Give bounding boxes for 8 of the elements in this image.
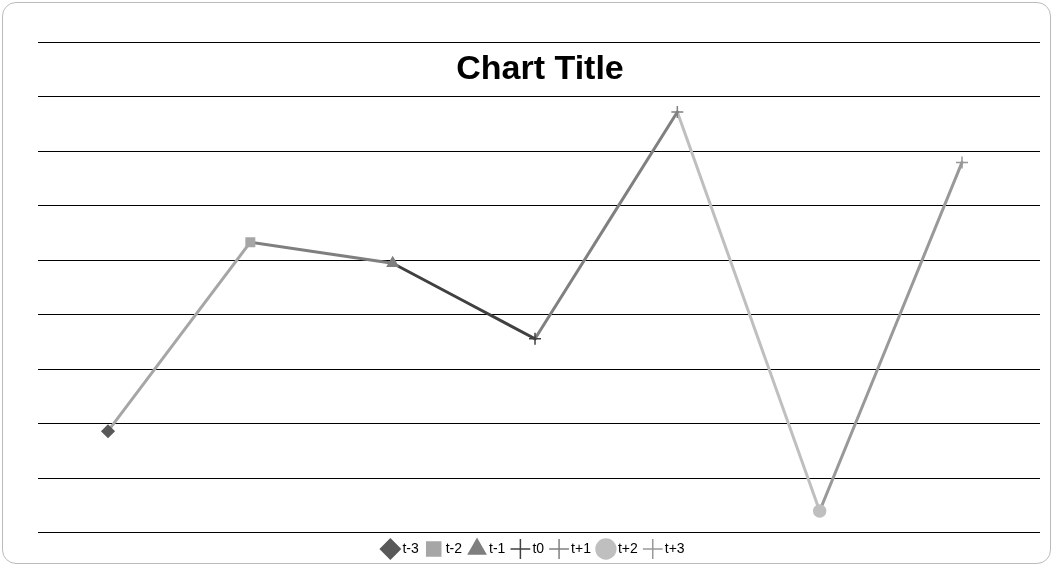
legend-label: t-2 xyxy=(445,539,463,556)
legend-label: t0 xyxy=(532,539,545,556)
chart-title: Chart Title xyxy=(456,48,624,87)
legend-label: t+1 xyxy=(571,539,592,556)
legend-label: t-1 xyxy=(489,539,506,556)
legend-label: t+3 xyxy=(664,539,685,556)
legend-label: t-3 xyxy=(402,539,419,556)
legend-label: t+2 xyxy=(617,539,638,556)
